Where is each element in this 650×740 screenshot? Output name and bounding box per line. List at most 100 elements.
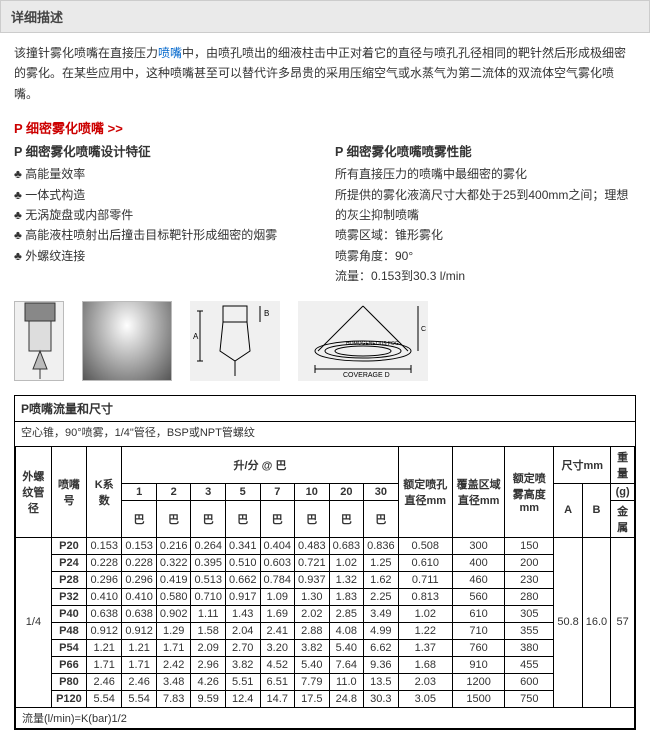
svg-text:HOMOGENEOUS FOG: HOMOGENEOUS FOG — [346, 341, 399, 347]
cell: 710 — [452, 622, 504, 639]
cell: 3.48 — [156, 673, 191, 690]
content-area: 该撞针雾化喷嘴在直接压力喷嘴中，由喷孔喷出的细液柱击中正对着它的直径与喷孔孔径相… — [0, 33, 650, 740]
cell: 2.88 — [295, 622, 330, 639]
right-list: 所有直接压力的喷嘴中最细密的雾化所提供的雾化液滴尺寸大都处于25到400mm之间… — [335, 164, 636, 286]
cell: 4.52 — [260, 656, 295, 673]
cell: 5.54 — [122, 690, 157, 707]
cell: 1200 — [452, 673, 504, 690]
cell: 0.836 — [364, 537, 399, 554]
th-bar-unit: 巴 — [295, 500, 330, 537]
cell: 2.70 — [225, 639, 260, 656]
cell: 2.41 — [260, 622, 295, 639]
cell: 0.483 — [295, 537, 330, 554]
cell: 1.71 — [156, 639, 191, 656]
table-row: P802.462.463.484.265.516.517.7911.013.52… — [16, 673, 635, 690]
cell: 0.784 — [260, 571, 295, 588]
cell: 0.341 — [225, 537, 260, 554]
cell: 17.5 — [295, 690, 330, 707]
th-bar-unit: 巴 — [122, 500, 157, 537]
cell: 2.09 — [191, 639, 226, 656]
spec-item: ♣ 高能量效率 — [14, 164, 315, 184]
cell: 2.04 — [225, 622, 260, 639]
cell: 0.683 — [329, 537, 364, 554]
description: 该撞针雾化喷嘴在直接压力喷嘴中，由喷孔喷出的细液柱击中正对着它的直径与喷孔孔径相… — [14, 43, 636, 104]
data-table: 外螺纹管径 喷嘴号 K系数 升/分 @ 巴 额定喷孔直径mm 覆盖区域直径mm … — [15, 446, 635, 729]
spray-image — [82, 301, 172, 381]
cell: 0.902 — [156, 605, 191, 622]
perf-line: 所提供的雾化液滴尺寸大都处于25到400mm之间；理想的灰尘抑制喷嘴 — [335, 185, 636, 226]
cell: 0.603 — [260, 554, 295, 571]
th-bar-unit: 巴 — [191, 500, 226, 537]
cell: 2.96 — [191, 656, 226, 673]
cell: P48 — [51, 622, 86, 639]
th-weight2: (g) — [611, 483, 635, 500]
cell: 760 — [452, 639, 504, 656]
cell: 1.32 — [329, 571, 364, 588]
cell: 0.638 — [122, 605, 157, 622]
cell: 150 — [505, 537, 554, 554]
cell: 4.99 — [364, 622, 399, 639]
cell: 0.228 — [87, 554, 122, 571]
cell: 2.46 — [87, 673, 122, 690]
table-title: P喷嘴流量和尺寸 — [15, 396, 635, 422]
cell: 0.296 — [122, 571, 157, 588]
table-row: P400.6380.6380.9021.111.431.692.022.853.… — [16, 605, 635, 622]
cell: 0.395 — [191, 554, 226, 571]
dimension-drawing: AB — [190, 301, 280, 381]
cell: 0.419 — [156, 571, 191, 588]
th-bar-unit: 巴 — [260, 500, 295, 537]
cell: P20 — [51, 537, 86, 554]
cell: 14.7 — [260, 690, 295, 707]
th-bar-unit: 巴 — [156, 500, 191, 537]
th-weight3: 金属 — [611, 500, 635, 537]
cell: 0.813 — [398, 588, 452, 605]
cell: 3.82 — [225, 656, 260, 673]
nozzle-link[interactable]: 喷嘴 — [158, 46, 182, 60]
perf-line: 喷雾角度：90° — [335, 246, 636, 266]
cell: 1.71 — [87, 656, 122, 673]
table-wrapper: P喷嘴流量和尺寸 空心锥，90°喷雾，1/4"管径，BSP或NPT管螺纹 外螺纹… — [14, 395, 636, 730]
cell: 1.09 — [260, 588, 295, 605]
cell: 0.721 — [295, 554, 330, 571]
cell: 4.08 — [329, 622, 364, 639]
cell: 7.83 — [156, 690, 191, 707]
cell: 30.3 — [364, 690, 399, 707]
cell: 6.62 — [364, 639, 399, 656]
th-dim: 尺寸mm — [554, 446, 611, 483]
cell: 3.49 — [364, 605, 399, 622]
cell: 0.410 — [87, 588, 122, 605]
table-subtitle: 空心锥，90°喷雾，1/4"管径，BSP或NPT管螺纹 — [15, 422, 635, 446]
cell-pipe: 1/4 — [16, 537, 52, 707]
table-row: 1/4P200.1530.1530.2160.2640.3410.4040.48… — [16, 537, 635, 554]
cell: 1.21 — [122, 639, 157, 656]
cell: 2.42 — [156, 656, 191, 673]
cell: 1.22 — [398, 622, 452, 639]
perf-line: 流量：0.153到30.3 l/min — [335, 266, 636, 286]
right-title: P 细密雾化喷嘴喷雾性能 — [335, 141, 636, 160]
cell: 5.40 — [295, 656, 330, 673]
perf-line: 所有直接压力的喷嘴中最细密的雾化 — [335, 164, 636, 184]
cell: 0.662 — [225, 571, 260, 588]
coverage-drawing: HOMOGENEOUS FOGCOVERAGE DC — [298, 301, 428, 381]
cell: 4.26 — [191, 673, 226, 690]
cell: 6.51 — [260, 673, 295, 690]
cell: 0.917 — [225, 588, 260, 605]
cell: 1.02 — [329, 554, 364, 571]
specs-columns: P 细密雾化喷嘴设计特征 ♣ 高能量效率♣ 一体式构造♣ 无涡旋盘或内部零件♣ … — [14, 141, 636, 286]
cell: P120 — [51, 690, 86, 707]
cell: 460 — [452, 571, 504, 588]
cell: 0.296 — [87, 571, 122, 588]
table-footer: 流量(l/min)=K(bar)1/2 — [16, 707, 635, 728]
th-orifice: 额定喷孔直径mm — [398, 446, 452, 537]
th-bar: 3 — [191, 483, 226, 500]
cell: 1.62 — [364, 571, 399, 588]
th-bar: 10 — [295, 483, 330, 500]
cell: 610 — [452, 605, 504, 622]
th-weight: 重量 — [611, 446, 635, 483]
cell: 1.25 — [364, 554, 399, 571]
cell: 5.54 — [87, 690, 122, 707]
th-pipe: 外螺纹管径 — [16, 446, 52, 537]
table-row: P320.4100.4100.5800.7100.9171.091.301.83… — [16, 588, 635, 605]
th-bar: 7 — [260, 483, 295, 500]
cell: 1.37 — [398, 639, 452, 656]
